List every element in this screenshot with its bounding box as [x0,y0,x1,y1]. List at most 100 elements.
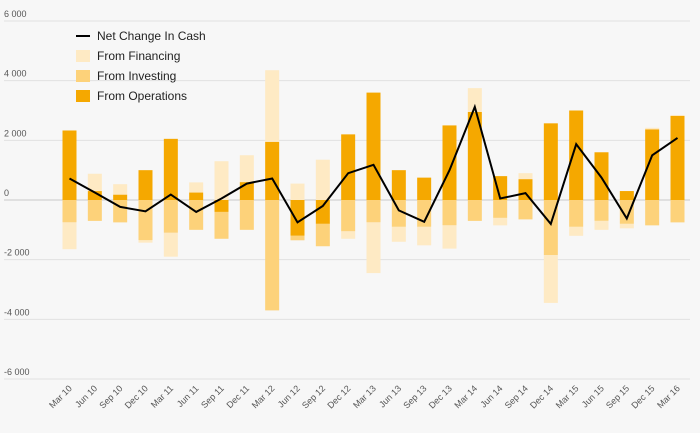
y-tick-label: 4 000 [4,69,27,79]
x-tick-label: Mar 10 [47,383,74,410]
bar-from-operations [290,200,305,236]
legend-label-from-operations: From Operations [97,89,187,103]
bar-from-financing [493,217,508,226]
legend-label-from-financing: From Financing [97,49,180,63]
bar-from-investing [442,200,457,226]
y-tick-label: 0 [4,188,9,198]
x-tick-label: Mar 11 [149,383,175,409]
x-tick-label: Jun 11 [175,383,201,409]
bar-from-operations [138,170,153,200]
legend-swatch-from-financing [76,50,90,62]
y-tick-label: -6 000 [4,367,30,377]
bar-from-financing [138,240,153,243]
x-tick-label: Dec 10 [123,383,150,410]
bar-from-operations [543,123,558,200]
bar-from-investing [670,200,685,223]
bar-from-investing [493,200,508,218]
x-tick-label: Sep 14 [503,383,530,410]
legend-label-from-investing: From Investing [97,69,176,83]
bar-from-operations [189,192,204,200]
bar-from-operations [518,179,533,200]
y-tick-label: -2 000 [4,248,30,258]
bar-from-operations [163,138,178,200]
bar-from-investing [163,200,178,233]
x-tick-label: Sep 13 [401,383,428,410]
bar-from-operations [214,200,229,212]
bar-from-operations [315,200,330,224]
x-tick-label: Sep 11 [199,383,226,410]
bar-from-investing [518,200,533,220]
bar-from-operations [366,92,381,200]
bar-from-operations [645,129,660,200]
bar-from-operations [467,111,482,200]
bar-from-operations [341,134,356,200]
bar-from-financing [239,155,254,183]
bar-from-operations [442,125,457,200]
bar-from-operations [265,141,280,200]
x-tick-label: Jun 12 [276,383,302,409]
bar-from-operations [87,191,102,200]
bar-from-operations [239,182,254,200]
x-tick-label: Sep 12 [300,383,327,410]
bar-from-operations [417,177,432,200]
bar-from-investing [341,200,356,232]
legend-swatch-from-investing [76,70,90,82]
y-tick-label: 2 000 [4,128,27,138]
net-change-line-layer [69,103,679,226]
bar-from-investing [366,200,381,223]
bar-from-financing [442,225,457,249]
bar-from-investing [645,200,660,226]
x-tick-label: Sep 15 [604,383,631,410]
bar-from-operations [62,130,77,200]
bar-from-investing [214,211,229,239]
x-tick-label: Dec 15 [629,383,656,410]
x-tick-label: Mar 16 [655,383,682,410]
legend-label-net-change-in-cash: Net Change In Cash [97,29,206,43]
bar-from-financing [341,231,356,239]
x-tick-label: Dec 12 [325,383,352,410]
x-tick-label: Mar 15 [554,383,581,410]
x-tick-label: Dec 14 [528,383,555,410]
legend-swatch-from-operations [76,90,90,102]
bars [62,70,685,311]
bar-from-financing [62,222,77,250]
bar-from-financing [569,226,584,236]
bar-from-financing [619,223,634,229]
bar-from-financing [265,70,280,142]
x-tick-label: Jun 13 [377,383,403,409]
bar-from-investing [569,200,584,227]
bar-from-investing [619,200,634,224]
x-tick-label: Mar 12 [250,383,277,410]
bar-from-financing [417,226,432,246]
y-tick-label: -4 000 [4,307,30,317]
bar-from-financing [366,222,381,274]
bar-from-financing [543,255,558,303]
bar-from-investing [265,200,280,311]
bar-from-financing [645,127,660,130]
bar-from-investing [239,200,254,230]
legend: Net Change In Cash From Financing From Inv… [76,29,206,103]
bar-from-financing [391,226,406,242]
bar-from-investing [290,235,305,241]
y-tick-label: 6 000 [4,9,27,19]
x-tick-label: Jun 15 [580,383,606,409]
x-tick-label: Mar 14 [452,383,479,410]
bar-from-financing [315,159,330,200]
bar-from-investing [391,200,406,227]
bar-from-operations [113,194,128,200]
bar-from-operations [670,115,685,200]
bar-from-financing [518,173,533,180]
bar-from-financing [113,184,128,195]
bar-from-investing [315,223,330,247]
bar-from-financing [467,88,482,112]
bar-from-operations [619,191,634,200]
y-axis: 6 000 4 000 2 000 0 -2 000 -4 000 -6 000 [4,9,30,377]
bar-from-financing [290,183,305,200]
x-tick-label: Jun 10 [73,383,99,409]
bar-from-operations [391,170,406,200]
bar-from-operations [569,110,584,200]
bar-from-financing [189,182,204,193]
bar-from-investing [189,200,204,230]
